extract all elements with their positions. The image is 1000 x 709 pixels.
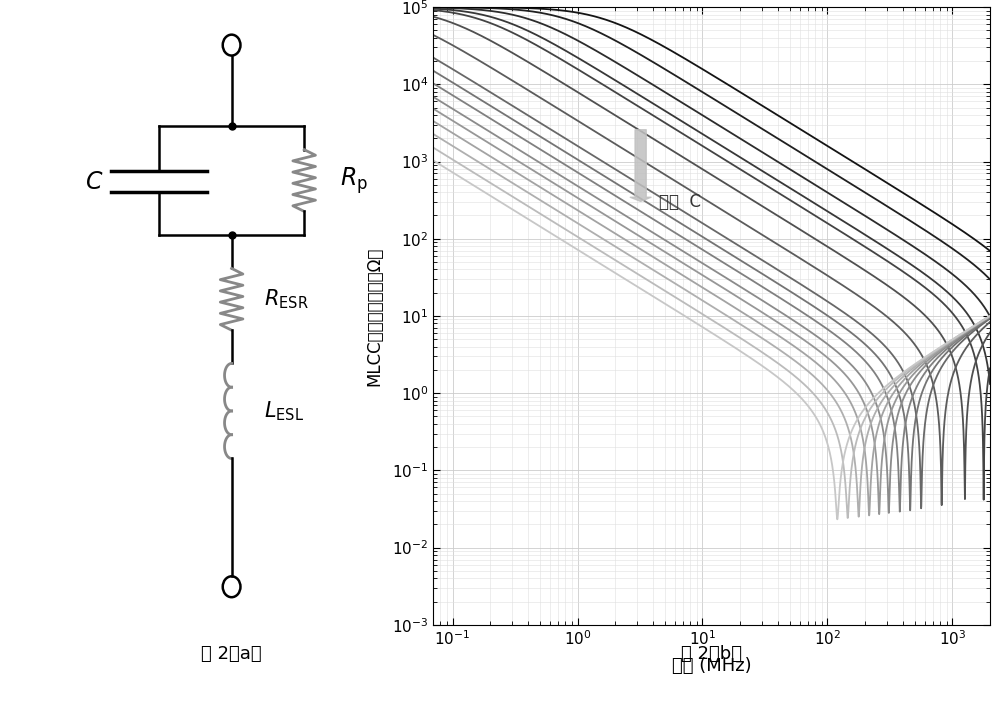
Text: $L_\mathrm{ESL}$: $L_\mathrm{ESL}$ bbox=[264, 399, 304, 423]
Text: $R_\mathrm{p}$: $R_\mathrm{p}$ bbox=[340, 165, 368, 196]
Text: $R_\mathrm{ESR}$: $R_\mathrm{ESR}$ bbox=[264, 288, 309, 311]
Text: 增加  C: 增加 C bbox=[659, 193, 701, 211]
Text: 图 2（b）: 图 2（b） bbox=[681, 645, 742, 663]
X-axis label: 频率 (MHz): 频率 (MHz) bbox=[672, 657, 751, 675]
Y-axis label: MLCC等效串联阻抗（Ω）: MLCC等效串联阻抗（Ω） bbox=[366, 246, 384, 386]
Text: 图 2（a）: 图 2（a） bbox=[201, 645, 262, 663]
Text: $C$: $C$ bbox=[85, 170, 104, 194]
